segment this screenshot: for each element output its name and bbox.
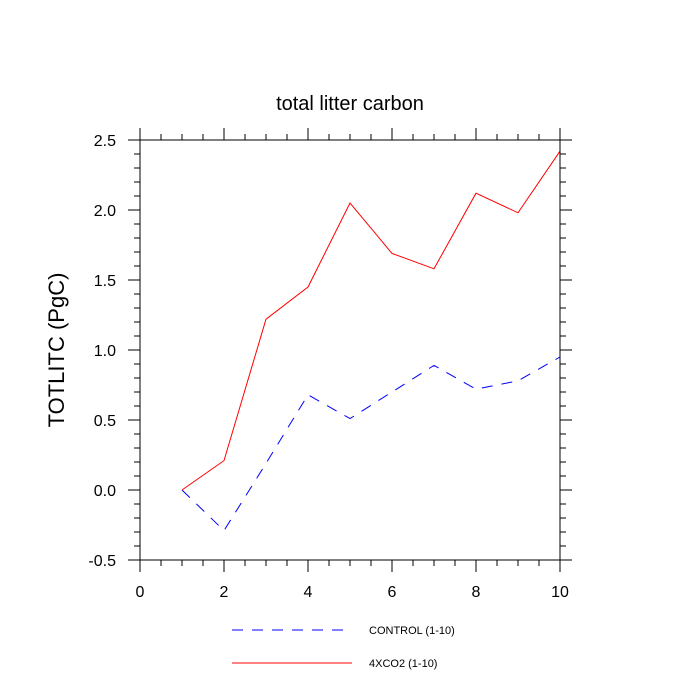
series-line-0 [181,356,561,532]
x-tick-label: 0 [136,584,145,601]
y-tick-labels: -0.5 0.0 0.5 1.0 1.5 2.0 2.5 [88,133,116,570]
y-tick-label: 0.5 [94,413,116,430]
legend-label-1: 4XCO2 (1-10) [369,658,437,670]
x-tick-label: 8 [472,584,481,601]
x-tick-label: 6 [388,584,397,601]
legend-label-0: CONTROL (1-10) [369,625,455,637]
y-tick-label: 2.0 [94,203,116,220]
series-line-1 [181,150,561,491]
minor-ticks [134,134,566,566]
plot-frame [139,139,561,561]
y-tick-label: 1.0 [94,343,116,360]
y-tick-label: 1.5 [94,273,116,290]
x-tick-label: 2 [220,584,229,601]
y-tick-label: 2.5 [94,133,116,150]
y-tick-label: -0.5 [88,553,116,570]
x-tick-labels: 0 2 4 6 8 10 [136,584,569,601]
legend: CONTROL (1-10) 4XCO2 (1-10) [232,625,455,670]
y-tick-label: 0.0 [94,483,116,500]
x-tick-label: 10 [551,584,569,601]
major-ticks [128,128,572,572]
x-tick-label: 4 [304,584,313,601]
series-layer [181,150,561,532]
y-axis-label: TOTLITC (PgC) [44,273,69,428]
chart-title: total litter carbon [276,93,424,115]
